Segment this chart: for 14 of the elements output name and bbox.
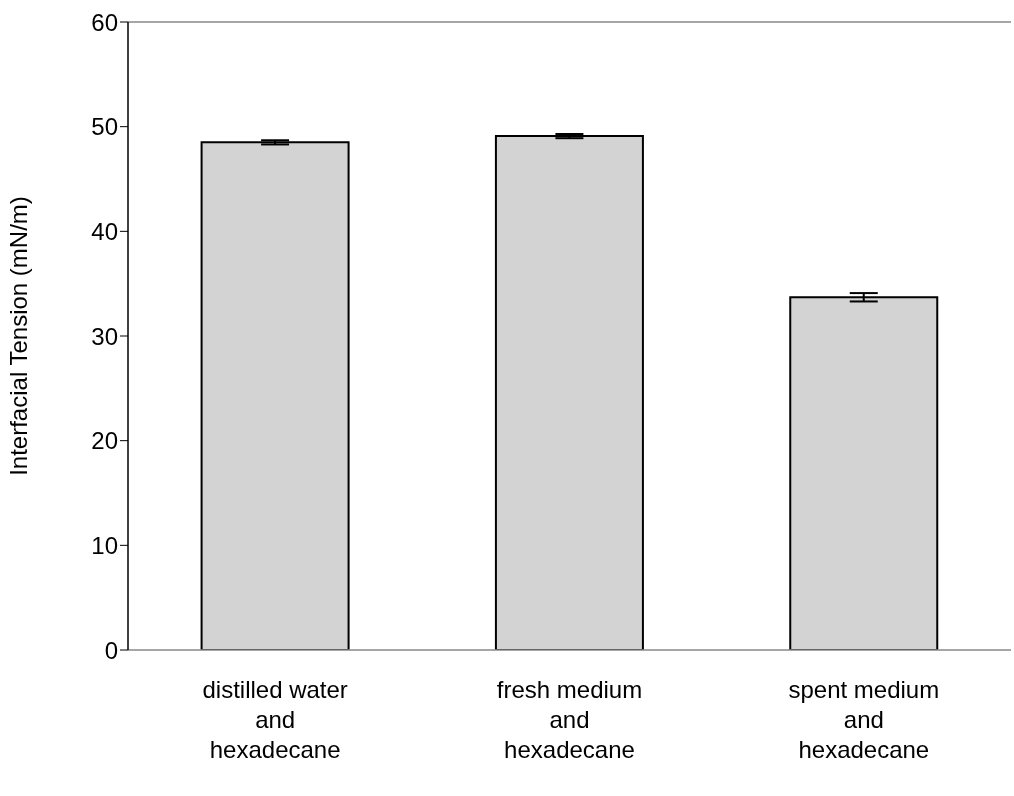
x-tick-label: spent medium and hexadecane bbox=[788, 676, 940, 763]
y-tick-label: 20 bbox=[91, 427, 118, 455]
x-tick-label: distilled water and hexadecane bbox=[202, 676, 348, 763]
bar bbox=[789, 296, 939, 650]
y-tick-label: 50 bbox=[91, 113, 118, 141]
x-tick-label: fresh medium and hexadecane bbox=[496, 676, 643, 763]
bar bbox=[200, 141, 350, 650]
y-tick-label: 60 bbox=[91, 8, 118, 36]
bar bbox=[494, 135, 644, 650]
y-axis-title: Interfacial Tension (mN/m) bbox=[4, 196, 32, 476]
y-tick-label: 10 bbox=[91, 531, 118, 559]
y-tick-label: 40 bbox=[91, 217, 118, 245]
y-tick-label: 30 bbox=[91, 322, 118, 350]
y-tick-label: 0 bbox=[104, 636, 118, 664]
